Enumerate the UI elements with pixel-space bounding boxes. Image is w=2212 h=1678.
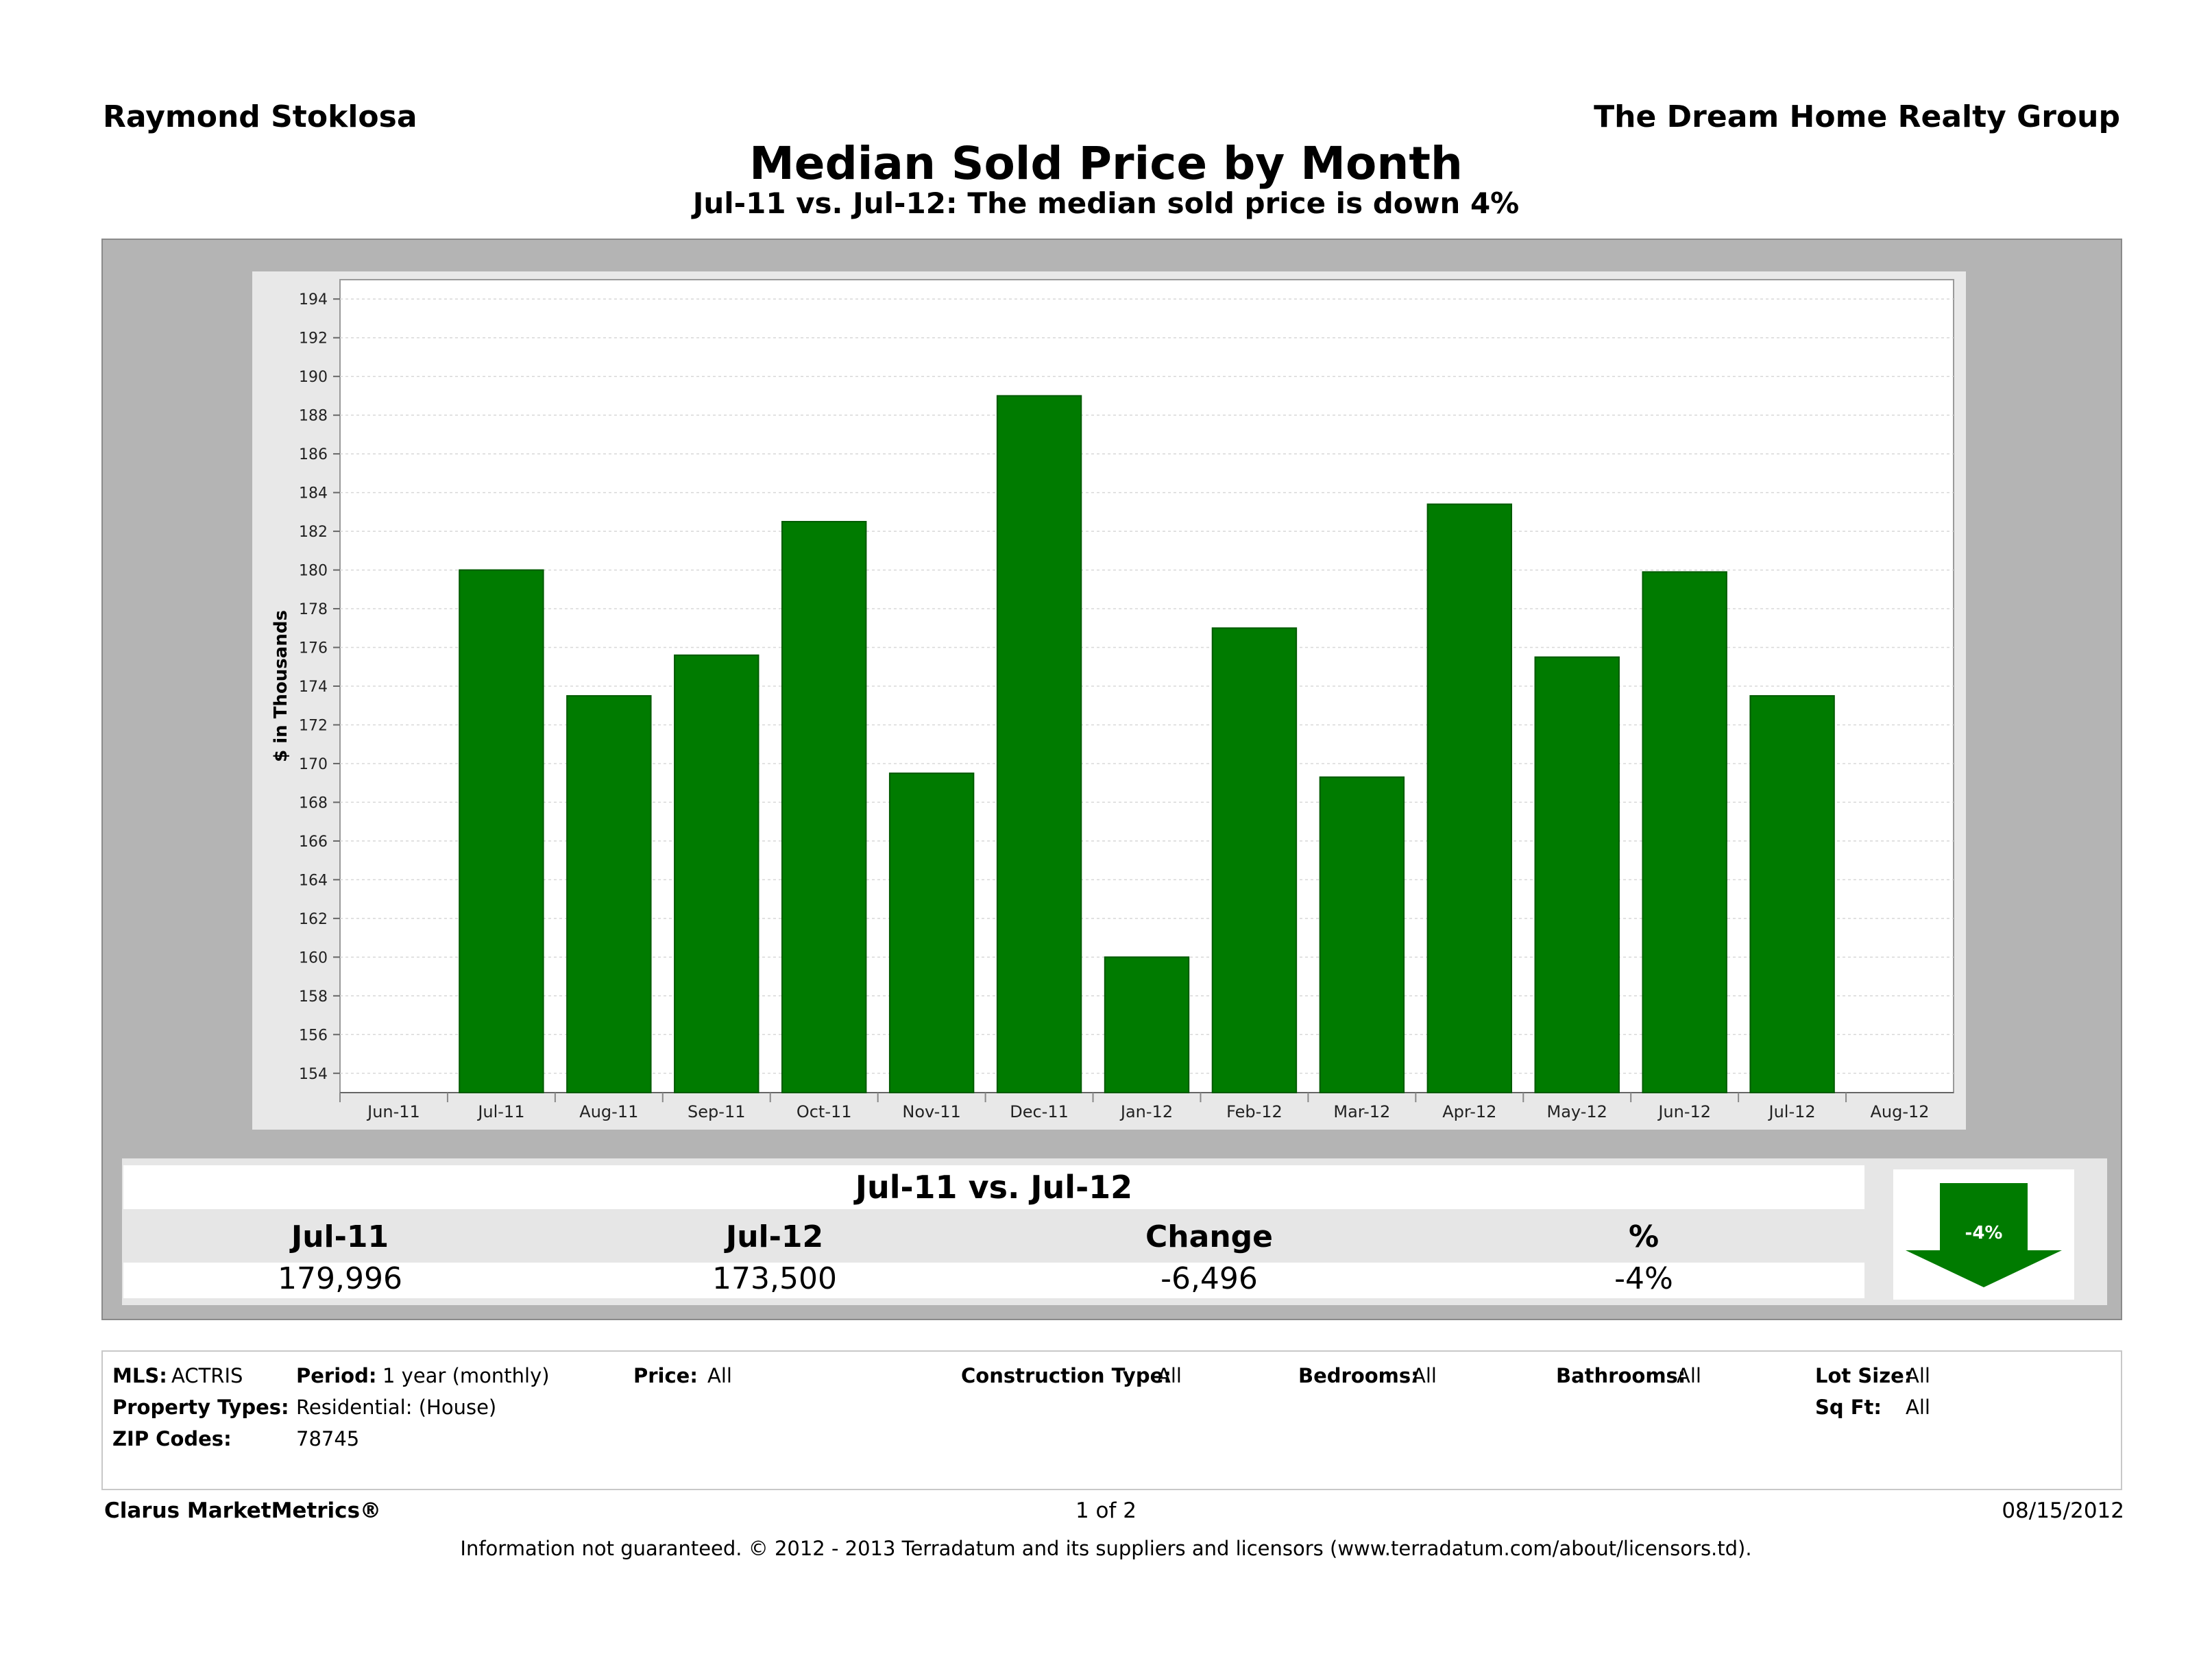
agent-name: Raymond Stoklosa [103,99,417,134]
x-tick-label: Apr-12 [1442,1102,1496,1121]
summary-value-change: -6,496 [1160,1261,1258,1296]
bar-jan-12 [1104,956,1190,1093]
y-tick-label: 184 [299,485,328,502]
y-tick-label: 158 [299,988,328,1006]
y-tick-label: 194 [299,291,328,308]
x-tick-label: Feb-12 [1226,1102,1283,1121]
summary-header-change: Change [1145,1219,1273,1254]
y-tick-label: 172 [299,717,328,734]
bar-dec-11 [996,395,1082,1093]
report-date: 08/15/2012 [2002,1498,2124,1523]
y-tick-label: 166 [299,834,328,851]
search-criteria: MLS: ACTRIS Period: 1 year (monthly) Pri… [101,1350,2122,1490]
summary-value-jul12: 173,500 [712,1261,837,1296]
y-tick-label: 168 [299,794,328,812]
y-tick-label: 154 [299,1066,328,1083]
y-tick-label: 160 [299,949,328,966]
bar-apr-12 [1426,503,1513,1093]
zip-codes-value: 78745 [296,1427,360,1450]
construction-label: Construction Type: [961,1364,1171,1387]
x-tick-label: Jun-12 [1657,1102,1711,1121]
y-tick-label: 186 [299,446,328,463]
summary-header-percent: % [1628,1219,1660,1254]
page-number: 1 of 2 [1075,1498,1137,1523]
mls-label: MLS: [112,1364,167,1387]
zip-codes-label: ZIP Codes: [112,1427,232,1450]
price-value: All [707,1364,732,1387]
x-tick-label: Jul-12 [1768,1102,1816,1121]
x-tick-label: Jul-11 [476,1102,524,1121]
summary-header-jul11: Jul-11 [291,1219,389,1254]
mls-value: ACTRIS [171,1364,243,1387]
x-tick-label: Oct-11 [797,1102,852,1121]
sqft-value: All [1906,1396,1930,1419]
bathrooms-label: Bathrooms: [1556,1364,1686,1387]
y-tick-label: 156 [299,1027,328,1044]
y-tick-label: 174 [299,679,328,696]
bedrooms-value: All [1412,1364,1437,1387]
property-types-value: Residential: (House) [296,1396,497,1419]
x-tick-label: Aug-11 [579,1102,638,1121]
company-name: The Dream Home Realty Group [1594,99,2120,134]
change-indicator: -4% [1893,1169,2074,1300]
change-indicator-label: -4% [1965,1223,2003,1243]
x-tick-label: Mar-12 [1333,1102,1390,1121]
disclaimer: Information not guaranteed. © 2012 - 201… [460,1537,1752,1560]
brand-name: Clarus MarketMetrics® [104,1498,382,1523]
chart-frame: 154 156 158 160 162 164 166 168 170 172 174 176 178 1… [252,271,1966,1130]
bar-jun-12 [1642,571,1727,1093]
summary-header-jul12: Jul-12 [725,1219,824,1254]
period-value: 1 year (monthly) [382,1364,550,1387]
y-tick-label: 178 [299,601,328,618]
y-tick-label: 182 [299,524,328,541]
lot-size-value: All [1906,1364,1930,1387]
summary-value-band [123,1263,1864,1298]
x-tick-label: Nov-11 [902,1102,960,1121]
period-label: Period: [296,1364,377,1387]
x-tick-label: Sep-11 [688,1102,745,1121]
bar-mar-12 [1319,776,1405,1093]
x-tick-label: Aug-12 [1871,1102,1930,1121]
bar-feb-12 [1211,627,1298,1093]
bar-sep-11 [674,654,759,1093]
price-label: Price: [633,1364,698,1387]
bar-oct-11 [781,520,867,1093]
y-tick-label: 176 [299,640,328,657]
chart-title: Median Sold Price by Month [749,137,1463,190]
summary-value-percent: -4% [1614,1261,1673,1296]
lot-size-label: Lot Size: [1815,1364,1912,1387]
summary-title: Jul-11 vs. Jul-12 [855,1169,1133,1206]
summary-table: Jul-11 vs. Jul-12 Jul-11 Jul-12 Change %… [122,1158,2107,1305]
y-tick-label: 162 [299,911,328,928]
property-types-label: Property Types: [112,1396,289,1419]
y-tick-label: 190 [299,369,328,386]
sqft-label: Sq Ft: [1815,1396,1882,1419]
y-tick-label: 170 [299,756,328,773]
x-tick-label: Jun-11 [366,1102,420,1121]
bar-jul-11 [459,569,544,1094]
y-axis-label: $ in Thousands [271,610,291,762]
chart-subtitle: Jul-11 vs. Jul-12: The median sold price… [692,186,1520,220]
x-tick-label: Jan-12 [1119,1102,1173,1121]
bar-nov-11 [888,773,975,1093]
x-tick-label: Dec-11 [1010,1102,1069,1121]
bar-aug-11 [566,695,652,1093]
y-tick-label: 180 [299,563,328,580]
bar-jul-12 [1749,695,1835,1093]
summary-value-jul11: 179,996 [278,1261,402,1296]
bedrooms-label: Bedrooms: [1298,1364,1419,1387]
y-tick-label: 164 [299,872,328,889]
bar-may-12 [1534,656,1620,1093]
bar-chart: 154 156 158 160 162 164 166 168 170 172 174 176 178 1… [271,279,1954,1121]
summary-title-band [123,1165,1864,1209]
y-tick-label: 192 [299,330,328,348]
x-tick-label: May-12 [1547,1102,1607,1121]
construction-value: All [1157,1364,1182,1387]
bathrooms-value: All [1677,1364,1701,1387]
down-arrow-icon [1906,1183,2062,1287]
y-tick-label: 188 [299,408,328,425]
